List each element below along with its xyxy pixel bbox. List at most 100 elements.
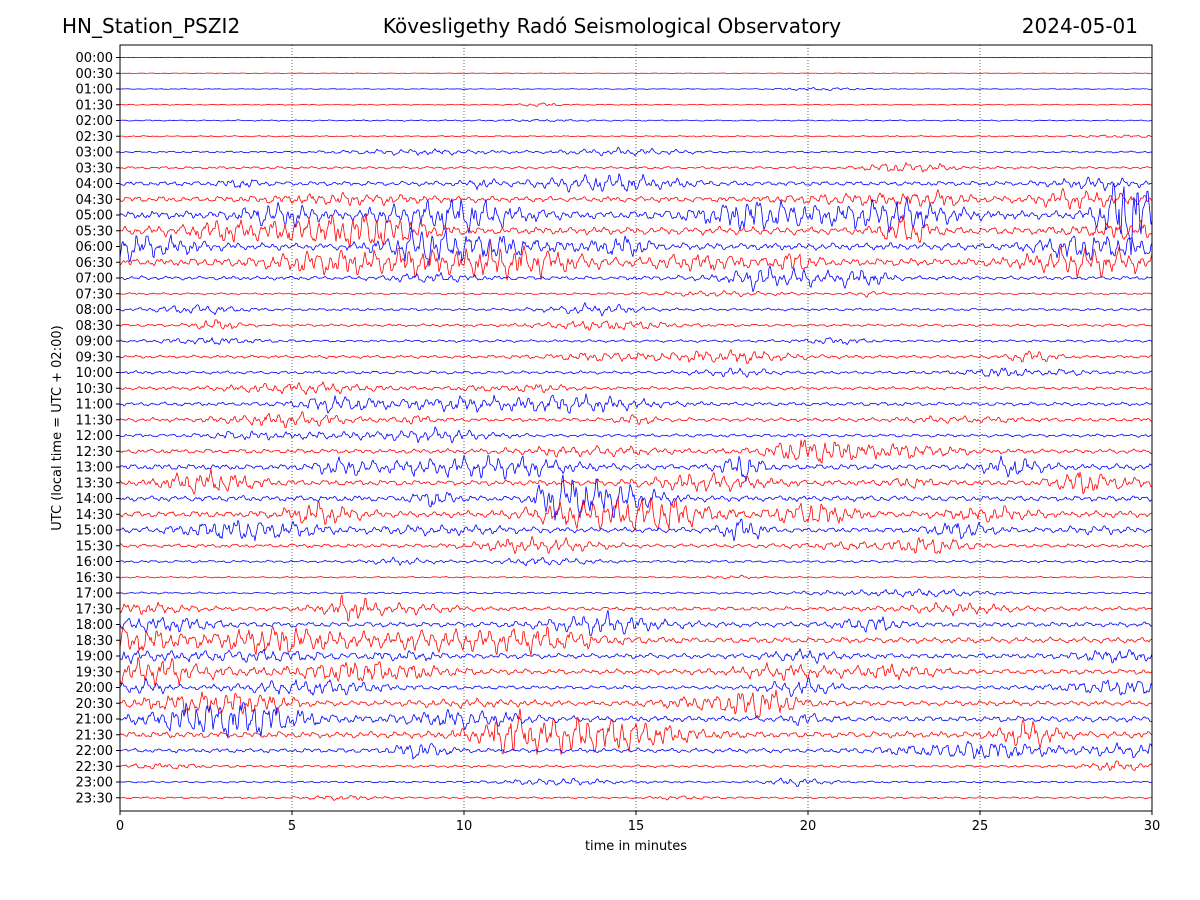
trace-0130 [119,102,1153,107]
y-tick-label-10: 05:00 [76,209,113,224]
trace-0230 [119,134,1153,138]
trace-1900 [119,648,1153,665]
trace-1030 [119,381,1153,395]
y-tick-label-28: 14:00 [76,492,113,507]
trace-2130 [119,708,1153,755]
date-title: 2024-05-01 [1021,14,1138,38]
y-tick-label-0: 00:00 [76,51,113,66]
trace-0930 [119,349,1153,365]
trace-0300 [119,146,1153,157]
y-tick-label-1: 00:30 [76,67,113,82]
y-tick-label-16: 08:00 [76,303,113,318]
x-tick-label-2: 10 [456,819,473,834]
y-axis-ticks: 00:0000:3001:0001:3002:0002:3003:0003:30… [76,51,120,806]
y-tick-label-46: 23:00 [76,776,113,791]
x-tick-label-4: 20 [800,819,817,834]
y-tick-label-11: 05:30 [76,224,113,239]
trace-1830 [119,626,1153,656]
y-tick-label-33: 16:30 [76,571,113,586]
x-tick-label-1: 5 [288,819,296,834]
y-tick-label-30: 15:00 [76,524,113,539]
observatory-title: Kövesligethy Radó Seismological Observat… [382,14,842,38]
y-tick-label-41: 20:30 [76,697,113,712]
trace-2000 [119,677,1153,698]
y-tick-label-25: 12:30 [76,445,113,460]
trace-2230 [119,760,1153,771]
trace-2030 [119,689,1153,719]
y-tick-label-9: 04:30 [76,193,113,208]
trace-0200 [119,118,1153,123]
traces-layer [119,56,1153,801]
trace-1730 [119,594,1153,622]
y-tick-label-42: 21:00 [76,713,113,728]
grid-lines [291,45,981,811]
trace-0100 [119,87,1153,91]
trace-1930 [119,657,1153,688]
trace-0530 [119,213,1153,249]
y-tick-label-23: 11:30 [76,413,113,428]
trace-1700 [119,588,1153,598]
y-tick-label-13: 06:30 [76,256,113,271]
y-tick-label-14: 07:00 [76,272,113,287]
x-axis-ticks: 0 5 10 15 20 25 30 [116,811,1160,834]
y-tick-label-5: 02:30 [76,130,113,145]
trace-0700 [119,265,1153,293]
trace-0030 [119,72,1153,74]
y-tick-label-34: 17:00 [76,587,113,602]
trace-0900 [119,336,1153,346]
y-tick-label-3: 01:30 [76,98,113,113]
station-title: HN_Station_PSZI2 [62,14,241,38]
trace-1100 [119,393,1153,414]
y-tick-label-37: 18:30 [76,634,113,649]
y-tick-label-17: 08:30 [76,319,113,334]
y-tick-label-31: 15:30 [76,539,113,554]
trace-0330 [119,162,1153,173]
trace-2200 [119,740,1153,760]
y-tick-label-12: 06:00 [76,240,113,255]
trace-2330 [119,795,1153,801]
y-tick-label-22: 11:00 [76,398,113,413]
x-tick-label-5: 25 [972,819,989,834]
y-tick-label-43: 21:30 [76,728,113,743]
trace-0800 [119,302,1153,317]
y-tick-label-20: 10:00 [76,366,113,381]
trace-1630 [120,574,1153,580]
y-tick-label-26: 13:00 [76,461,113,476]
trace-1230 [119,439,1153,464]
y-tick-label-36: 18:00 [76,618,113,633]
y-tick-label-44: 22:00 [76,744,113,759]
y-tick-label-47: 23:30 [76,791,113,806]
trace-1000 [119,367,1153,378]
x-tick-label-0: 0 [116,819,124,834]
y-tick-label-8: 04:00 [76,177,113,192]
x-tick-label-6: 30 [1144,819,1161,834]
trace-2100 [119,702,1153,739]
y-tick-label-2: 01:00 [76,83,113,98]
y-tick-label-38: 19:00 [76,650,113,665]
y-tick-label-6: 03:00 [76,146,113,161]
y-tick-label-45: 22:30 [76,760,113,775]
y-tick-label-4: 02:00 [76,114,113,129]
y-tick-label-32: 16:00 [76,555,113,570]
y-tick-label-18: 09:00 [76,335,113,350]
trace-1400 [119,474,1153,521]
x-axis-label: time in minutes [585,839,687,854]
y-tick-label-39: 19:30 [76,665,113,680]
trace-0730 [119,290,1153,298]
trace-1430 [119,496,1153,531]
y-tick-label-40: 20:00 [76,681,113,696]
y-tick-label-21: 10:30 [76,382,113,397]
trace-2300 [119,777,1153,788]
trace-0830 [119,319,1153,331]
trace-1600 [119,556,1153,567]
trace-1200 [119,426,1153,444]
y-tick-label-7: 03:30 [76,161,113,176]
trace-0500 [119,183,1153,256]
trace-0630 [119,241,1153,281]
trace-1500 [119,518,1153,542]
y-tick-label-19: 09:30 [76,350,113,365]
y-tick-label-24: 12:00 [76,429,113,444]
trace-1300 [119,454,1153,482]
trace-1800 [119,609,1153,637]
